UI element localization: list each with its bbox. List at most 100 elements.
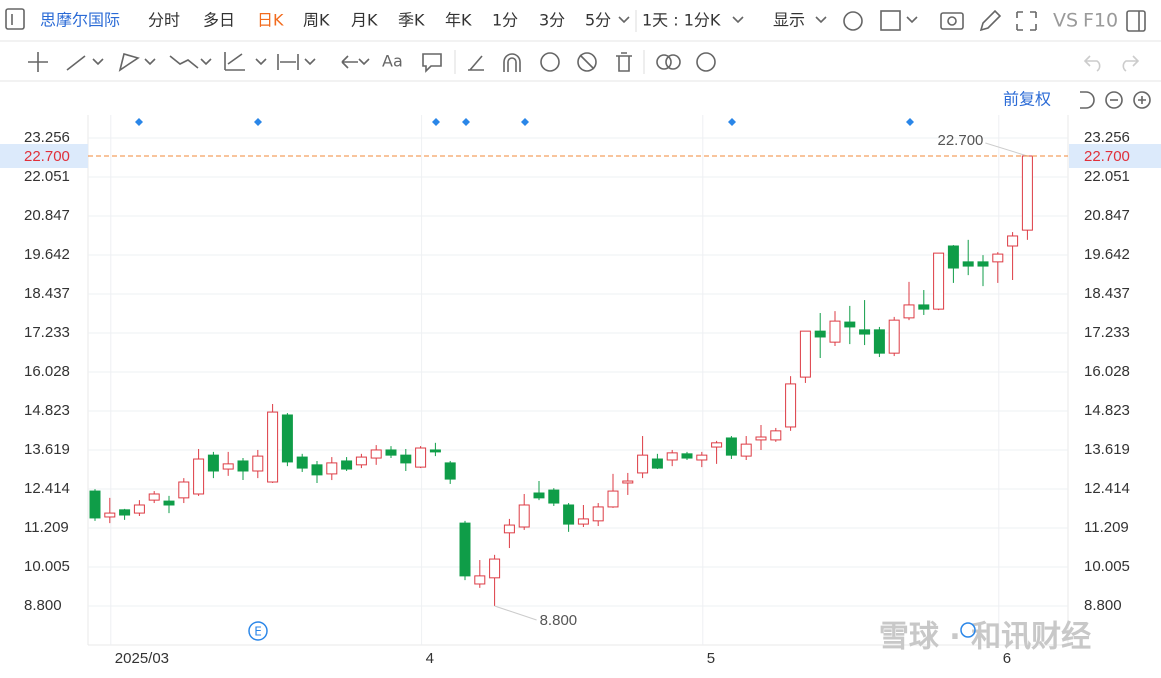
y-tick-label: 16.028	[24, 363, 70, 380]
candle-body	[222, 463, 234, 470]
panel-icon[interactable]	[1126, 10, 1146, 32]
candle-body	[947, 245, 959, 269]
arrow-tool[interactable]	[341, 55, 358, 69]
candle-body	[622, 480, 634, 484]
multi-period[interactable]: 1天 : 1分K	[642, 11, 721, 30]
y2-tick-label: 16.028	[1084, 363, 1130, 380]
zoom-out[interactable]	[1105, 91, 1123, 109]
candle-body	[873, 329, 885, 354]
move-tool[interactable]	[28, 52, 48, 72]
lock-tool[interactable]	[540, 52, 560, 72]
y-tick-label: 23.256	[24, 129, 70, 146]
x-tick-label: 5	[707, 650, 715, 667]
period-tab[interactable]: 多日	[203, 11, 235, 30]
y2-tick-label: 10.005	[1084, 558, 1130, 575]
redo[interactable]	[1122, 55, 1140, 72]
display-menu[interactable]: 显示	[773, 11, 805, 30]
magnet-tool[interactable]	[503, 53, 521, 72]
square-icon[interactable]	[880, 10, 901, 31]
period-tab[interactable]: 日K	[257, 11, 284, 30]
camera-icon[interactable]	[940, 12, 964, 30]
candle-body	[1021, 155, 1033, 231]
y2-tick-label: 18.437	[1084, 285, 1130, 302]
candle-body	[311, 464, 323, 476]
period-tab[interactable]: 季K	[398, 11, 425, 30]
fullscreen-icon[interactable]	[1016, 11, 1037, 31]
reset-icon[interactable]	[1080, 91, 1095, 109]
f10-button[interactable]: F10	[1083, 10, 1118, 32]
zoom-in[interactable]	[1133, 91, 1151, 109]
last-price-box	[1069, 144, 1161, 169]
candle-body	[607, 490, 619, 508]
candle-body	[533, 492, 545, 499]
min-leader	[494, 605, 537, 621]
candle-body	[651, 458, 663, 469]
shape-tool[interactable]	[118, 53, 140, 72]
logo-icon	[5, 8, 25, 30]
candle-body	[252, 455, 264, 472]
min-label: 8.800	[540, 612, 578, 629]
candle-body	[740, 443, 752, 457]
y2-tick-label: 22.051	[1084, 168, 1130, 185]
text-tool[interactable]: Aa	[382, 52, 403, 71]
settings-icon[interactable]	[696, 52, 716, 72]
line-tool[interactable]	[66, 55, 86, 71]
candle-body	[962, 261, 974, 267]
fib-tool[interactable]	[224, 52, 245, 71]
undo[interactable]	[1083, 55, 1101, 72]
period-tab[interactable]: 月K	[351, 11, 378, 30]
stock-name[interactable]: 思摩尔国际	[40, 11, 120, 30]
candle-body	[444, 462, 456, 480]
candle-body	[518, 504, 530, 528]
candle-body	[933, 252, 945, 310]
candle-body	[89, 490, 101, 519]
chevron	[92, 58, 370, 66]
grid	[88, 115, 1068, 645]
candle-body	[429, 449, 441, 453]
candle-body	[888, 319, 900, 354]
note-tool[interactable]	[422, 53, 442, 73]
pencil-icon[interactable]	[979, 9, 1002, 32]
candle-body	[133, 504, 145, 514]
candle-body	[104, 512, 116, 518]
max-leader	[985, 142, 1028, 157]
vs-button[interactable]: VS	[1053, 10, 1078, 32]
y2-tick-label: 20.847	[1084, 207, 1130, 224]
delete-tool[interactable]	[616, 52, 632, 72]
candle-body	[237, 460, 249, 472]
y-tick-label: 19.642	[24, 246, 70, 263]
search-icon[interactable]	[960, 622, 976, 638]
candle-body	[163, 500, 175, 506]
candle-body	[281, 414, 293, 463]
candle-body	[119, 509, 131, 516]
wave-tool[interactable]	[169, 55, 199, 69]
period-tab[interactable]: 分时	[148, 11, 180, 30]
period-tab[interactable]: 3分	[539, 11, 565, 30]
candle-body	[370, 449, 382, 459]
chevron	[815, 16, 827, 24]
event-marker[interactable]	[135, 118, 914, 126]
y-tick-label: 14.823	[24, 402, 70, 419]
candle-body	[681, 453, 693, 459]
candle-body	[799, 330, 811, 378]
period-tab[interactable]: 1分	[492, 11, 518, 30]
angle-tool[interactable]	[468, 55, 484, 71]
compare-icon	[665, 54, 681, 70]
candle-body	[859, 329, 871, 335]
adjust-mode[interactable]: 前复权	[1003, 90, 1051, 109]
candle-body	[992, 253, 1004, 263]
y-tick-label: 13.619	[24, 441, 70, 458]
event-badge[interactable]	[248, 621, 268, 641]
hide-tool	[579, 54, 595, 70]
candle-body	[178, 481, 190, 499]
candle-body	[829, 320, 841, 343]
period-tab[interactable]: 周K	[303, 11, 330, 30]
candle-body	[844, 321, 856, 328]
compare-icon[interactable]	[656, 54, 672, 70]
measure-tool[interactable]	[277, 54, 299, 70]
hide-tool[interactable]	[577, 52, 597, 72]
settings-icon[interactable]	[843, 11, 863, 31]
period-tab[interactable]: 5分	[585, 11, 611, 30]
period-tab[interactable]: 年K	[445, 11, 472, 30]
